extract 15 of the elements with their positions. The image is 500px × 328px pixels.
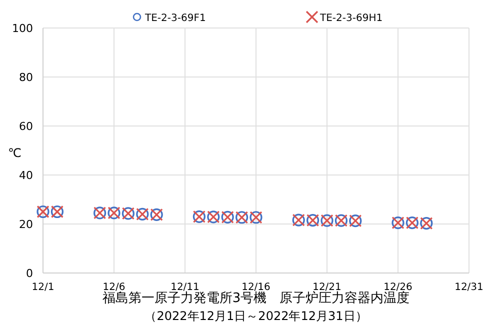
text: 福島第一原子力発電所3号機 原子炉圧力容器内温度 [102,290,410,306]
text: （2022年12月1日～2022年12月31日） [144,309,368,323]
y-tick-label: 40 [19,169,33,182]
y-tick-label: 60 [19,120,33,133]
legend-label: TE-2-3-69H1 [319,13,383,24]
x-tick-label: 12/1 [32,282,54,293]
x-tick-label: 12/31 [454,282,484,293]
y-tick-label: 100 [12,22,33,35]
x-tick-label: 12/21 [312,282,342,293]
y-tick-label: 20 [19,218,33,231]
y-axis-title: ℃ [8,146,22,160]
y-tick-label: 0 [26,267,33,280]
legend-label: TE-2-3-69F1 [144,13,206,24]
y-tick-label: 80 [19,71,33,84]
x-tick-label: 12/11 [170,282,200,293]
